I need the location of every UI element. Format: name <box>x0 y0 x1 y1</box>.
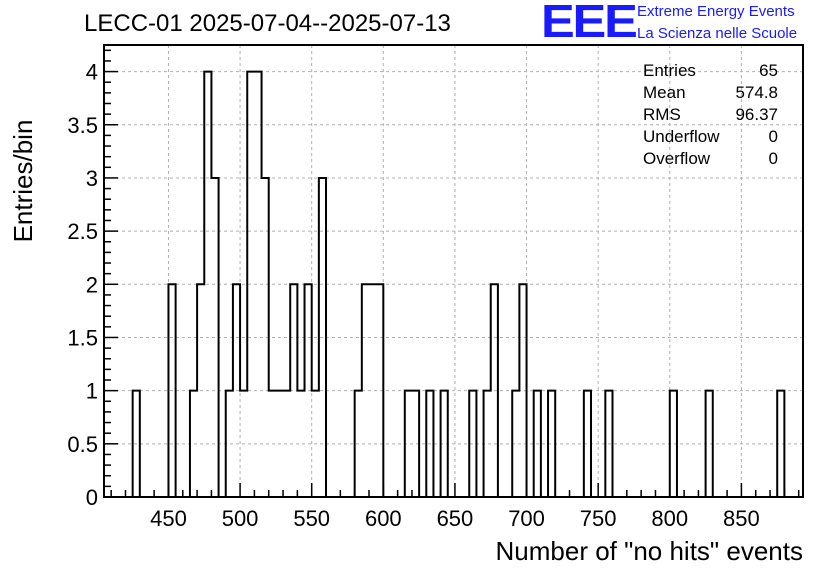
histogram-bin <box>168 284 175 497</box>
stat-label: Mean <box>643 83 686 102</box>
x-tick-label: 850 <box>723 506 760 531</box>
histogram-bin <box>355 391 362 497</box>
stat-label: Entries <box>643 61 696 80</box>
axis-ticks <box>104 49 800 498</box>
histogram-bin <box>777 391 784 497</box>
y-axis-label: Entries/bin <box>8 119 38 243</box>
stat-value: 96.37 <box>735 105 778 124</box>
y-tick-label: 4 <box>86 60 98 85</box>
logo-line-1: Extreme Energy Events <box>637 3 795 20</box>
stat-row-rms: RMS 96.37 <box>643 104 778 126</box>
histogram-bin <box>290 284 297 497</box>
histogram-bin <box>369 284 376 497</box>
histogram-bin <box>534 391 541 497</box>
histogram-bin <box>441 391 448 497</box>
histogram-bin <box>584 391 591 497</box>
histogram-bin <box>706 391 713 497</box>
x-axis-label: Number of "no hits" events <box>495 536 804 566</box>
x-tick-label: 500 <box>222 506 259 531</box>
histogram-bin <box>204 72 211 497</box>
histogram-bin <box>226 391 233 497</box>
stat-value: 0 <box>768 149 778 168</box>
histogram-bin <box>254 72 261 497</box>
histogram-bin <box>519 284 526 497</box>
axis-tick-labels: 450 500 550 600 650 700 750 800 850 0 0.5 1 1.5 2 2.5 3… <box>67 60 759 531</box>
histogram-bin <box>197 284 204 497</box>
histogram-bin <box>247 72 254 497</box>
stat-value: 0 <box>768 127 778 146</box>
histogram-bin <box>262 178 269 497</box>
histogram-bin <box>297 391 304 497</box>
histogram-bin <box>190 391 197 497</box>
histogram-bin <box>512 391 519 497</box>
histogram-bin <box>376 284 383 497</box>
y-tick-label: 1 <box>86 379 98 404</box>
y-tick-label: 0.5 <box>67 432 98 457</box>
stats-box: Entries 65 Mean 574.8 RMS 96.37 Underflo… <box>643 60 778 170</box>
eee-logo: EEE <box>541 0 638 47</box>
stat-label: Underflow <box>643 127 720 146</box>
histogram-bin <box>305 284 312 497</box>
logo-line-2: La Scienza nelle Scuole <box>637 25 798 42</box>
histogram-bin <box>426 391 433 497</box>
grid-lines <box>104 45 803 497</box>
stat-row-entries: Entries 65 <box>643 60 778 82</box>
x-tick-label: 450 <box>150 506 187 531</box>
histogram-bin <box>312 391 319 497</box>
histogram-bin <box>548 391 555 497</box>
histogram-bin <box>362 284 369 497</box>
histogram-bin <box>269 391 276 497</box>
histogram-bin <box>211 178 218 497</box>
histogram-bin <box>412 391 419 497</box>
stat-value: 574.8 <box>735 83 778 102</box>
stat-row-overflow: Overflow 0 <box>643 148 778 170</box>
y-tick-label: 2.5 <box>67 219 98 244</box>
histogram-bin <box>605 391 612 497</box>
x-tick-label: 600 <box>365 506 402 531</box>
histogram-bin <box>469 391 476 497</box>
histogram-bin <box>283 391 290 497</box>
x-tick-label: 800 <box>651 506 688 531</box>
x-tick-label: 550 <box>293 506 330 531</box>
histogram-bin <box>484 391 491 497</box>
histogram-bin <box>670 391 677 497</box>
y-tick-label: 2 <box>86 272 98 297</box>
histogram-bin <box>276 391 283 497</box>
x-tick-label: 750 <box>580 506 617 531</box>
y-tick-label: 0 <box>86 485 98 510</box>
histogram-bin <box>133 391 140 497</box>
plot-frame <box>103 44 804 498</box>
stat-label: Overflow <box>643 149 711 168</box>
y-tick-label: 3 <box>86 166 98 191</box>
histogram-bin <box>405 391 412 497</box>
stat-label: RMS <box>643 105 681 124</box>
histogram-bin <box>319 178 326 497</box>
histogram-bin <box>491 284 498 497</box>
x-tick-label: 650 <box>437 506 474 531</box>
histogram-bin <box>233 284 240 497</box>
y-tick-label: 1.5 <box>67 325 98 350</box>
y-tick-label: 3.5 <box>67 113 98 138</box>
histogram-bin <box>240 391 247 497</box>
x-tick-label: 700 <box>508 506 545 531</box>
chart-title: LECC-01 2025-07-04--2025-07-13 <box>84 10 451 37</box>
stat-value: 65 <box>759 61 778 80</box>
stat-row-underflow: Underflow 0 <box>643 126 778 148</box>
stat-row-mean: Mean 574.8 <box>643 82 778 104</box>
